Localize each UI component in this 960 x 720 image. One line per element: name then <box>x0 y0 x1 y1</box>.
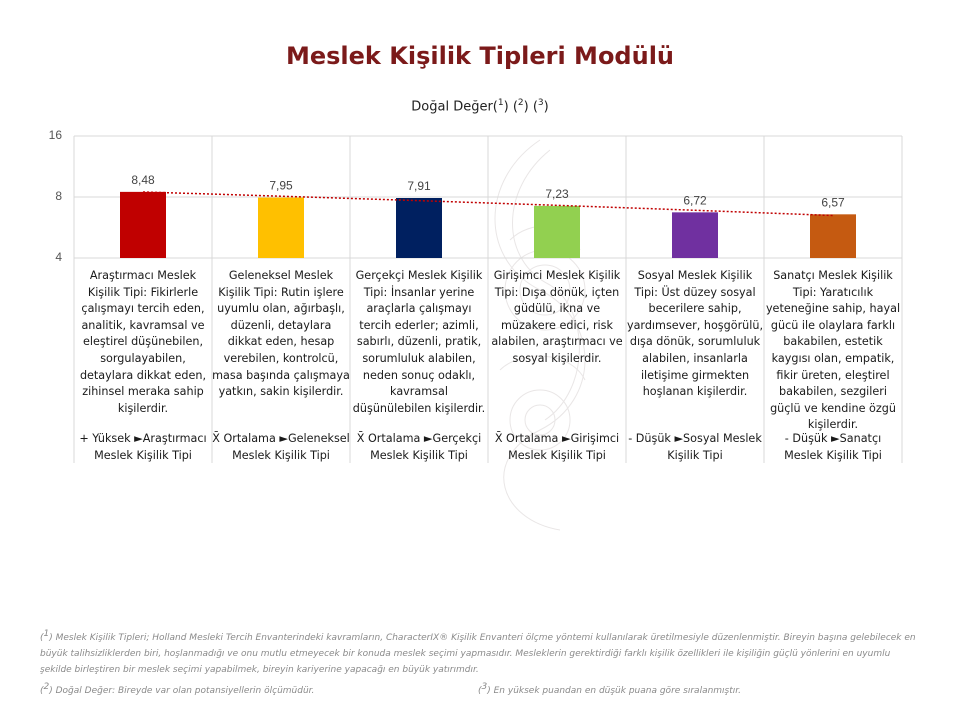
footnote-1-text: Meslek Kişilik Tipleri; Holland Mesleki … <box>40 633 916 675</box>
swirl-watermark <box>494 139 586 531</box>
footnote-1: (1) Meslek Kişilik Tipleri; Holland Mesl… <box>40 629 916 675</box>
data-label: 7,95 <box>269 179 293 193</box>
bar <box>120 191 166 258</box>
category-rank: + Yüksek ►Araştırmacı Meslek Kişilik Tip… <box>79 432 207 462</box>
category-description: Gerçekçi Meslek Kişilik Tipi: İnsanlar y… <box>352 269 486 415</box>
data-label: 8,48 <box>131 173 155 187</box>
footnote-2-mark: 2 <box>43 682 50 692</box>
bar <box>810 214 856 258</box>
category-rank: X̄ Ortalama ►Girişimci Meslek Kişilik Ti… <box>494 432 620 462</box>
category-rank: - Düşük ►Sanatçı Meslek Kişilik Tipi <box>784 432 882 462</box>
category-description: Sosyal Meslek Kişilik Tipi: Üst düzey so… <box>626 269 764 399</box>
footnote-1-mark: 1 <box>43 629 50 639</box>
page-title: Meslek Kişilik Tipleri Modülü <box>285 42 675 70</box>
bar <box>258 197 304 258</box>
data-label: 6,57 <box>821 195 845 209</box>
data-label: 6,72 <box>683 193 707 207</box>
category-description: Geleneksel Meslek Kişilik Tipi: Rutin iş… <box>212 269 350 399</box>
subtitle-prefix: Doğal Değer( <box>411 99 498 115</box>
footnote-3-text: En yüksek puandan en düşük puana göre sı… <box>493 686 742 696</box>
subtitle-suffix: ) <box>543 99 549 115</box>
footnote-3: (3) En yüksek puandan en düşük puana gör… <box>478 682 742 696</box>
bar <box>396 197 442 258</box>
category-rank: X̄ Ortalama ►Gerçekçi Meslek Kişilik Tip… <box>356 432 482 462</box>
bar <box>534 205 580 258</box>
category-rank: X̄ Ortalama ►Geleneksel Meslek Kişilik T… <box>212 432 350 462</box>
category-description: Araştırmacı Meslek Kişilik Tipi: Fikirle… <box>79 269 207 415</box>
subtitle-sup-2: 2 <box>517 98 524 108</box>
subtitle-sup-3: 3 <box>537 98 544 108</box>
chart-subtitle: Doğal Değer(1) (2) (3) <box>0 98 960 114</box>
y-tick-label: 8 <box>55 189 62 203</box>
trendline <box>142 191 834 217</box>
bar-chart: 8,48 7,95 7,91 7,23 6,72 6,57 <box>73 135 903 463</box>
data-label: 7,23 <box>545 187 569 201</box>
footnote-3-mark: 3 <box>481 682 488 692</box>
data-label: 7,91 <box>407 179 431 193</box>
y-tick-label: 16 <box>48 128 62 142</box>
footnote-2-text: Doğal Değer: Bireyde var olan potansiyel… <box>55 686 315 696</box>
bar <box>672 212 718 258</box>
footnote-2: (2) Doğal Değer: Bireyde var olan potans… <box>40 682 315 696</box>
category-description: Sanatçı Meslek Kişilik Tipi: Yaratıcılık… <box>765 269 901 432</box>
subtitle-mid-2: ) ( <box>523 99 538 115</box>
category-rank: - Düşük ►Sosyal Meslek Kişilik Tipi <box>628 432 762 462</box>
subtitle-sup-1: 1 <box>497 98 504 108</box>
category-description: Girişimci Meslek Kişilik Tipi: Dışa dönü… <box>491 269 623 365</box>
subtitle-mid-1: ) ( <box>503 99 518 115</box>
y-tick-label: 4 <box>55 250 62 264</box>
